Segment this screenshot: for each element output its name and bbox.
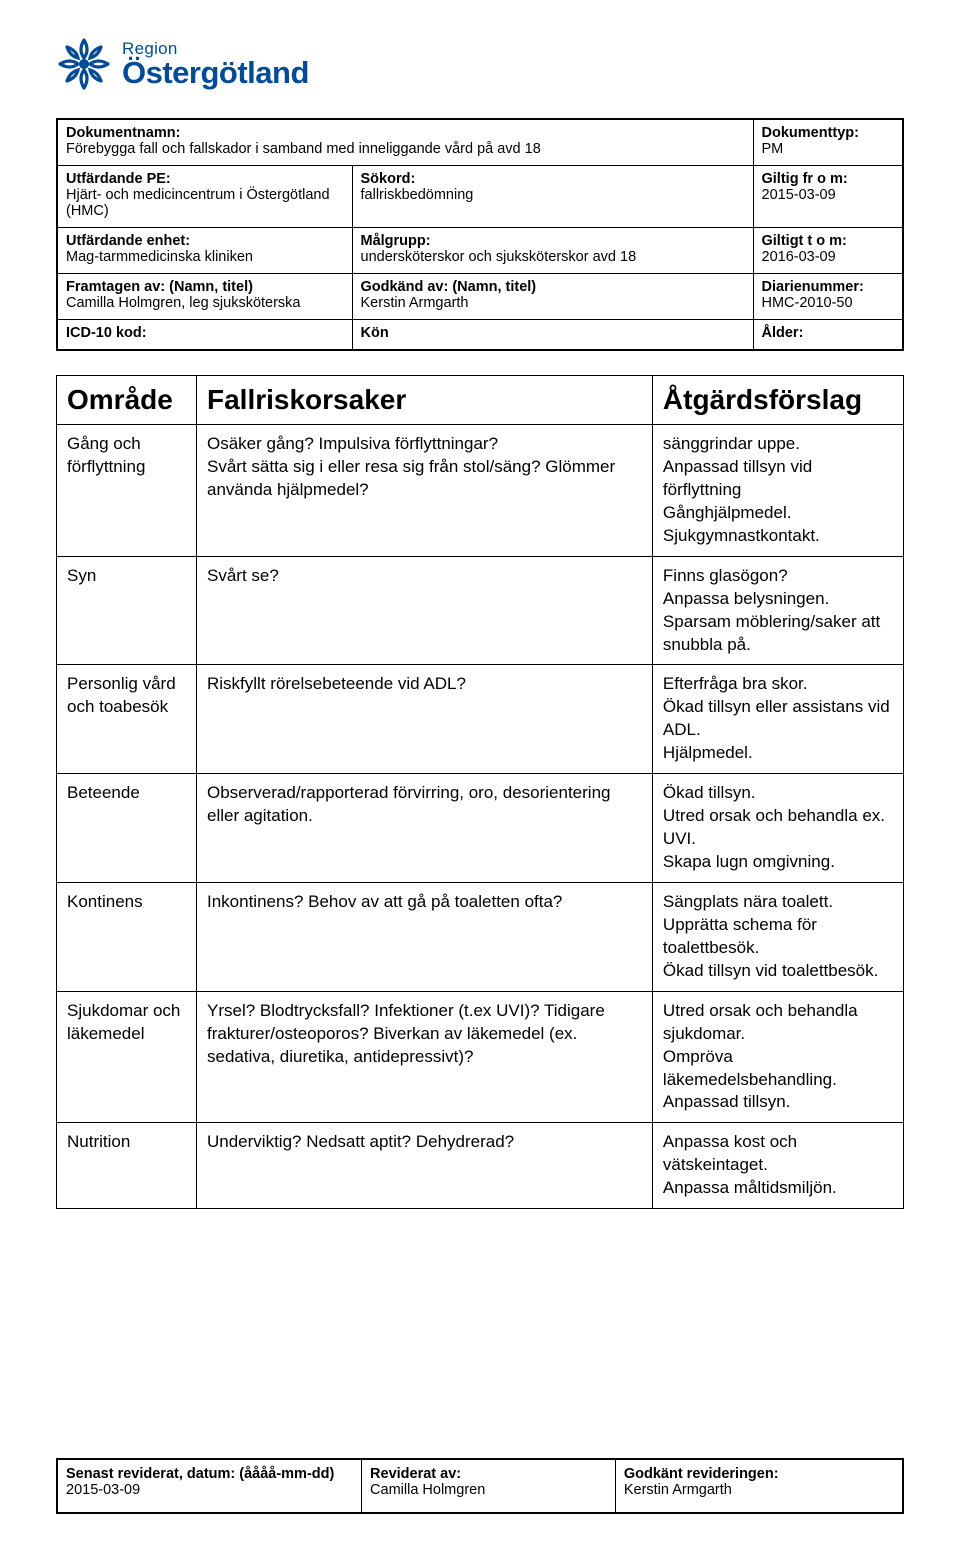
cell-cause: Riskfyllt rörelsebeteende vid ADL? <box>197 665 653 774</box>
enhet: Mag-tarmmedicinska kliniken <box>66 249 253 265</box>
cell-cause: Inkontinens? Behov av att gå på toalette… <box>197 882 653 991</box>
footer-c2-label: Reviderat av: <box>370 1466 607 1482</box>
table-row: NutritionUnderviktig? Nedsatt aptit? Deh… <box>57 1123 904 1209</box>
from: 2015-03-09 <box>762 187 836 203</box>
logo: Region Östergötland <box>56 36 904 92</box>
doc-name-label: Dokumentnamn: <box>66 125 745 141</box>
cell-cause: Underviktig? Nedsatt aptit? Dehydrerad? <box>197 1123 653 1209</box>
footer-c2: Camilla Holmgren <box>370 1482 485 1498</box>
doc-type-label: Dokumenttyp: <box>762 125 895 141</box>
logo-text: Region Östergötland <box>122 40 309 88</box>
cell-action: Efterfråga bra skor.Ökad tillsyn eller a… <box>652 665 903 774</box>
cell-area: Syn <box>57 556 197 665</box>
cell-area: Kontinens <box>57 882 197 991</box>
cell-action: Ökad tillsyn.Utred orsak och behandla ex… <box>652 774 903 883</box>
cell-action: Sängplats nära toalett.Upprätta schema f… <box>652 882 903 991</box>
table-row: Sjukdomar och läkemedelYrsel? Blodtrycks… <box>57 991 904 1123</box>
diarie-label: Diarienummer: <box>762 279 895 295</box>
diarie: HMC-2010-50 <box>762 295 853 311</box>
pe: Hjärt- och medicincentrum i Östergötland… <box>66 187 330 219</box>
cell-cause: Svårt se? <box>197 556 653 665</box>
from-label: Giltig fr o m: <box>762 171 895 187</box>
doc-name: Förebygga fall och fallskador i samband … <box>66 141 541 157</box>
cell-action: Utred orsak och behandla sjukdomar.Omprö… <box>652 991 903 1123</box>
framtagen-label: Framtagen av: (Namn, titel) <box>66 279 344 295</box>
cell-area: Beteende <box>57 774 197 883</box>
sokord: fallriskbedömning <box>361 187 474 203</box>
table-row: BeteendeObserverad/rapporterad förvirrin… <box>57 774 904 883</box>
table-row: KontinensInkontinens? Behov av att gå på… <box>57 882 904 991</box>
cell-area: Nutrition <box>57 1123 197 1209</box>
cell-cause: Observerad/rapporterad förvirring, oro, … <box>197 774 653 883</box>
content-table: Område Fallriskorsaker Åtgärdsförslag Gå… <box>56 375 904 1209</box>
table-row: SynSvårt se?Finns glasögon?Anpassa belys… <box>57 556 904 665</box>
alder-label: Ålder: <box>762 325 895 341</box>
malgrupp-label: Målgrupp: <box>361 233 745 249</box>
col-header-cause: Fallriskorsaker <box>197 376 653 425</box>
to: 2016-03-09 <box>762 249 836 265</box>
table-row: Personlig vård och toabesökRiskfyllt rör… <box>57 665 904 774</box>
to-label: Giltigt t o m: <box>762 233 895 249</box>
kon-label: Kön <box>361 325 745 341</box>
cell-action: Finns glasögon?Anpassa belysningen.Spars… <box>652 556 903 665</box>
table-row: Gång och förflyttningOsäker gång? Impuls… <box>57 425 904 557</box>
enhet-label: Utfärdande enhet: <box>66 233 344 249</box>
malgrupp: undersköterskor och sjuksköterskor avd 1… <box>361 249 637 265</box>
pe-label: Utfärdande PE: <box>66 171 344 187</box>
footer: Senast reviderat, datum: (åååå-mm-dd) 20… <box>56 1458 904 1514</box>
cell-cause: Osäker gång? Impulsiva förflyttningar? S… <box>197 425 653 557</box>
framtagen: Camilla Holmgren, leg sjuksköterska <box>66 295 301 311</box>
cell-action: sänggrindar uppe.Anpassad tillsyn vid fö… <box>652 425 903 557</box>
sokord-label: Sökord: <box>361 171 745 187</box>
footer-c3: Kerstin Armgarth <box>624 1482 732 1498</box>
cell-cause: Yrsel? Blodtrycksfall? Infektioner (t.ex… <box>197 991 653 1123</box>
logo-text-bottom: Östergötland <box>122 57 309 88</box>
col-header-action: Åtgärdsförslag <box>652 376 903 425</box>
footer-c1-label: Senast reviderat, datum: (åååå-mm-dd) <box>66 1466 353 1482</box>
cell-area: Personlig vård och toabesök <box>57 665 197 774</box>
cell-area: Gång och förflyttning <box>57 425 197 557</box>
godkand-label: Godkänd av: (Namn, titel) <box>361 279 745 295</box>
cell-action: Anpassa kost och vätskeintaget.Anpassa m… <box>652 1123 903 1209</box>
godkand: Kerstin Armgarth <box>361 295 469 311</box>
doc-type: PM <box>762 141 784 157</box>
icd-label: ICD-10 kod: <box>66 325 344 341</box>
metadata-table: Dokumentnamn: Förebygga fall och fallska… <box>56 118 904 351</box>
cell-area: Sjukdomar och läkemedel <box>57 991 197 1123</box>
footer-table: Senast reviderat, datum: (åååå-mm-dd) 20… <box>56 1458 904 1514</box>
flower-icon <box>56 36 112 92</box>
footer-c3-label: Godkänt revideringen: <box>624 1466 894 1482</box>
col-header-area: Område <box>57 376 197 425</box>
footer-c1: 2015-03-09 <box>66 1482 140 1498</box>
